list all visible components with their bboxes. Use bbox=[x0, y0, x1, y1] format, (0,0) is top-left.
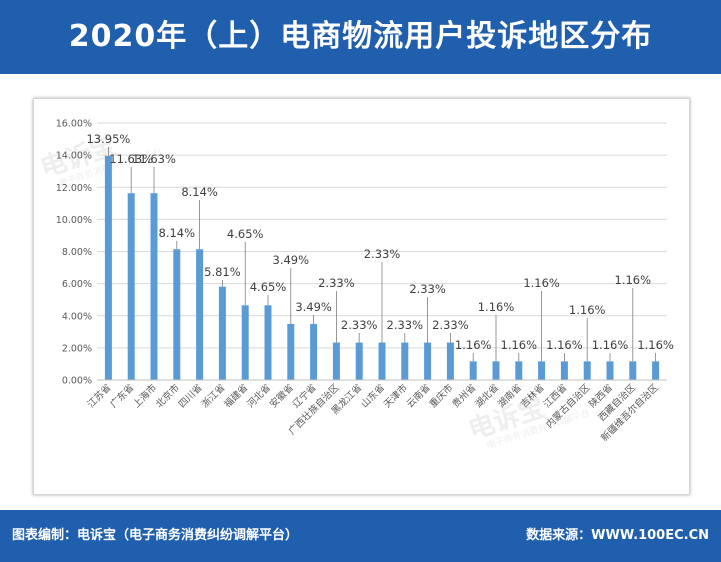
y-tick-label: 0.00% bbox=[62, 376, 92, 387]
bar bbox=[378, 342, 386, 380]
leader-lines bbox=[108, 147, 656, 362]
footer-credit: 图表编制：电诉宝（电子商务消费纠纷调解平台） bbox=[12, 528, 299, 543]
x-tick-label: 浙江省 bbox=[199, 382, 228, 411]
data-label: 1.16% bbox=[455, 338, 492, 352]
bar bbox=[401, 342, 409, 380]
data-label: 2.33% bbox=[341, 318, 378, 332]
x-tick-label: 河北省 bbox=[244, 382, 273, 411]
bar bbox=[538, 361, 546, 380]
x-tick-label: 福建省 bbox=[222, 382, 251, 411]
data-label: 4.65% bbox=[250, 280, 287, 294]
y-tick-label: 12.00% bbox=[56, 183, 92, 194]
chart-card: 电诉宝电子商务消费纠纷调解平台电诉宝电子商务消费纠纷调解平台 0.00%2.00… bbox=[33, 98, 690, 495]
data-label: 1.16% bbox=[637, 338, 674, 352]
data-label: 2.33% bbox=[364, 247, 401, 261]
x-tick-label: 四川省 bbox=[176, 382, 205, 411]
y-tick-label: 14.00% bbox=[56, 151, 92, 162]
y-tick-label: 10.00% bbox=[56, 215, 92, 226]
data-label: 5.81% bbox=[204, 265, 241, 279]
y-tick-label: 4.00% bbox=[62, 311, 92, 322]
data-label: 1.16% bbox=[615, 273, 652, 287]
data-label: 8.14% bbox=[181, 185, 218, 199]
bar bbox=[218, 286, 226, 380]
y-tick-label: 2.00% bbox=[62, 343, 92, 354]
data-label: 1.16% bbox=[478, 300, 515, 314]
data-label: 1.16% bbox=[569, 303, 606, 317]
x-tick-label: 广东省 bbox=[108, 382, 137, 411]
data-label: 1.16% bbox=[592, 338, 629, 352]
data-labels: 13.95%11.63%11.63%8.14%8.14%5.81%4.65%4.… bbox=[86, 132, 673, 352]
bar bbox=[127, 193, 135, 380]
data-label: 11.63% bbox=[109, 152, 153, 166]
y-axis: 0.00% 2.00% 4.00% 6.00% 8.00% 10.00% 12.00% 14.… bbox=[56, 119, 92, 387]
x-tick-label: 贵州省 bbox=[450, 382, 479, 411]
bar bbox=[424, 342, 432, 380]
bar bbox=[446, 342, 454, 380]
bar bbox=[515, 361, 523, 380]
footer-source: 数据来源：WWW.100EC.CN bbox=[526, 528, 709, 543]
data-label: 1.16% bbox=[501, 338, 538, 352]
x-tick-label: 安徽省 bbox=[267, 382, 296, 411]
footer-bar: 图表编制：电诉宝（电子商务消费纠纷调解平台） 数据来源：WWW.100EC.CN bbox=[0, 510, 721, 562]
bar bbox=[104, 155, 112, 380]
bar bbox=[583, 361, 591, 380]
bar bbox=[606, 361, 614, 380]
data-label: 2.33% bbox=[318, 276, 355, 290]
x-tick-label: 北京市 bbox=[153, 381, 182, 410]
bar bbox=[150, 193, 158, 380]
x-tick-label: 山东省 bbox=[358, 382, 387, 411]
data-label: 2.33% bbox=[387, 318, 424, 332]
data-label: 3.49% bbox=[295, 300, 332, 314]
bar bbox=[492, 361, 500, 380]
bar-chart: 电诉宝电子商务消费纠纷调解平台电诉宝电子商务消费纠纷调解平台 0.00%2.00… bbox=[37, 119, 674, 452]
x-tick-label: 上海市 bbox=[130, 381, 159, 410]
data-label: 1.16% bbox=[523, 276, 560, 290]
bar bbox=[241, 305, 249, 380]
bar bbox=[629, 361, 637, 380]
data-label: 2.33% bbox=[409, 282, 446, 296]
y-tick-label: 6.00% bbox=[62, 279, 92, 290]
title-bar: 2020年（上）电商物流用户投诉地区分布 bbox=[0, 0, 721, 74]
bar bbox=[652, 361, 660, 380]
bar bbox=[287, 323, 295, 380]
data-label: 4.65% bbox=[227, 227, 264, 241]
bar bbox=[355, 342, 363, 380]
data-label: 13.95% bbox=[86, 132, 130, 146]
bar-series bbox=[104, 155, 660, 380]
bar bbox=[196, 249, 204, 380]
bar bbox=[264, 305, 272, 380]
data-label: 11.63% bbox=[132, 152, 176, 166]
bar bbox=[173, 249, 181, 380]
y-tick-label: 8.00% bbox=[62, 247, 92, 258]
data-label: 8.14% bbox=[159, 226, 196, 240]
y-tick-label: 16.00% bbox=[56, 119, 92, 130]
x-tick-label: 云南省 bbox=[404, 382, 433, 411]
data-label: 2.33% bbox=[432, 318, 469, 332]
bar bbox=[469, 361, 477, 380]
data-label: 1.16% bbox=[546, 338, 583, 352]
data-label: 3.49% bbox=[273, 253, 310, 267]
page-title: 2020年（上）电商物流用户投诉地区分布 bbox=[68, 19, 653, 54]
bar bbox=[560, 361, 568, 380]
x-tick-label: 重庆市 bbox=[427, 381, 456, 410]
bar bbox=[332, 342, 340, 380]
x-tick-label: 天津市 bbox=[381, 381, 410, 410]
bar bbox=[310, 323, 318, 380]
